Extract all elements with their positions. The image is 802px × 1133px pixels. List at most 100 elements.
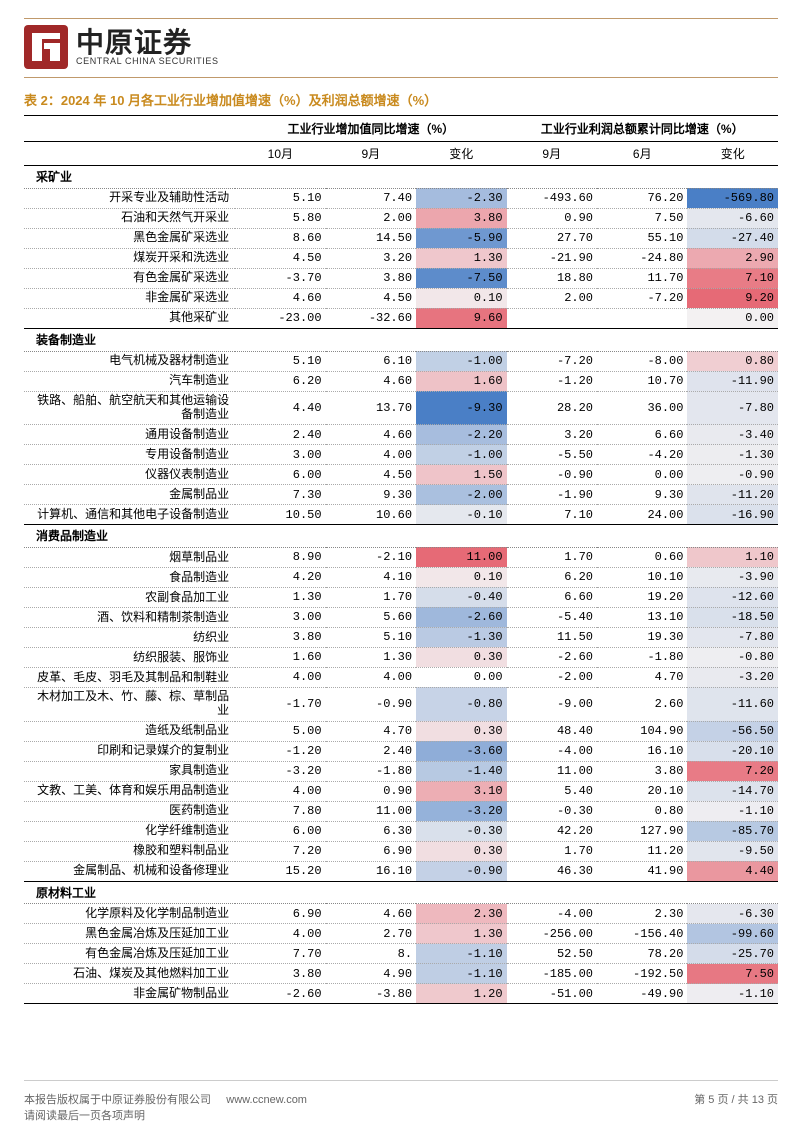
cell: 4.00: [235, 924, 325, 944]
cell: 104.90: [597, 721, 687, 741]
cell: -14.70: [687, 781, 778, 801]
brand-en: CENTRAL CHINA SECURITIES: [76, 57, 219, 66]
cell: 24.00: [597, 505, 687, 525]
cell: 7.70: [235, 944, 325, 964]
cell: 5.80: [235, 208, 325, 228]
cell: -1.80: [326, 761, 416, 781]
cell: 2.90: [687, 248, 778, 268]
col-g1c3: 变化: [416, 142, 507, 166]
row-label: 纺织业: [24, 627, 235, 647]
cell: -11.20: [687, 485, 778, 505]
cell: 6.20: [507, 567, 597, 587]
cell: 28.20: [507, 391, 597, 425]
cell: 55.10: [597, 228, 687, 248]
cell: 11.00: [326, 801, 416, 821]
cell: -1.40: [416, 761, 507, 781]
cell: 2.60: [597, 687, 687, 721]
cell: 2.30: [416, 904, 507, 924]
cell: -0.10: [416, 505, 507, 525]
cell: -185.00: [507, 964, 597, 984]
cell: 2.00: [326, 208, 416, 228]
cell: -56.50: [687, 721, 778, 741]
footer-disclaimer: 请阅读最后一页各项声明: [24, 1107, 778, 1123]
cell: -8.00: [597, 351, 687, 371]
cell: 4.50: [326, 465, 416, 485]
cell: -0.40: [416, 587, 507, 607]
cell: 4.60: [326, 425, 416, 445]
cell: -1.20: [507, 371, 597, 391]
cell: -3.20: [687, 667, 778, 687]
cell: 0.00: [416, 667, 507, 687]
cell: 4.00: [235, 667, 325, 687]
cell: 19.30: [597, 627, 687, 647]
cell: -7.20: [507, 351, 597, 371]
row-label: 酒、饮料和精制茶制造业: [24, 607, 235, 627]
cell: -11.60: [687, 687, 778, 721]
cell: -1.80: [597, 647, 687, 667]
cell: 8.60: [235, 228, 325, 248]
cell: [597, 308, 687, 328]
col-group-2: 工业行业利润总额累计同比增速（%）: [507, 116, 778, 142]
cell: -1.30: [687, 445, 778, 465]
cell: 1.10: [687, 547, 778, 567]
cell: 8.90: [235, 547, 325, 567]
cell: 4.10: [326, 567, 416, 587]
row-label: 煤炭开采和洗选业: [24, 248, 235, 268]
cell: 1.60: [235, 647, 325, 667]
cell: 7.10: [507, 505, 597, 525]
cell: -32.60: [326, 308, 416, 328]
cell: 4.40: [235, 391, 325, 425]
cell: 4.90: [326, 964, 416, 984]
cell: 76.20: [597, 188, 687, 208]
cell: 1.30: [416, 248, 507, 268]
cell: 18.80: [507, 268, 597, 288]
cell: -16.90: [687, 505, 778, 525]
footer-copyright: 本报告版权属于中原证券股份有限公司: [24, 1094, 211, 1106]
cell: -2.60: [507, 647, 597, 667]
row-label: 黑色金属矿采选业: [24, 228, 235, 248]
cell: -1.10: [416, 944, 507, 964]
cell: 4.50: [326, 288, 416, 308]
cell: -9.30: [416, 391, 507, 425]
cell: 11.00: [416, 547, 507, 567]
cell: 42.20: [507, 821, 597, 841]
cell: -3.90: [687, 567, 778, 587]
cell: -7.80: [687, 627, 778, 647]
cell: 0.80: [597, 801, 687, 821]
cell: 41.90: [597, 861, 687, 881]
row-label: 有色金属冶炼及压延加工业: [24, 944, 235, 964]
cell: -7.80: [687, 391, 778, 425]
cell: 5.10: [326, 627, 416, 647]
cell: -4.20: [597, 445, 687, 465]
row-label: 金属制品业: [24, 485, 235, 505]
cell: 3.20: [326, 248, 416, 268]
cell: 3.00: [235, 445, 325, 465]
cell: -156.40: [597, 924, 687, 944]
cell: 4.20: [235, 567, 325, 587]
row-label: 仪器仪表制造业: [24, 465, 235, 485]
cell: 1.50: [416, 465, 507, 485]
row-label: 通用设备制造业: [24, 425, 235, 445]
cell: 1.70: [507, 841, 597, 861]
cell: 9.30: [326, 485, 416, 505]
col-g2c3: 变化: [687, 142, 778, 166]
cell: 6.90: [326, 841, 416, 861]
cell: 4.60: [326, 904, 416, 924]
cell: 7.20: [235, 841, 325, 861]
cell: 0.30: [416, 841, 507, 861]
cell: 9.20: [687, 288, 778, 308]
row-label: 医药制造业: [24, 801, 235, 821]
cell: 6.90: [235, 904, 325, 924]
cell: 4.00: [326, 667, 416, 687]
row-label: 金属制品、机械和设备修理业: [24, 861, 235, 881]
cell: -0.30: [416, 821, 507, 841]
cell: 5.10: [235, 188, 325, 208]
cell: -0.90: [687, 465, 778, 485]
row-label: 烟草制品业: [24, 547, 235, 567]
cell: -12.60: [687, 587, 778, 607]
cell: 6.30: [326, 821, 416, 841]
cell: 0.10: [416, 288, 507, 308]
cell: 3.10: [416, 781, 507, 801]
cell: 7.80: [235, 801, 325, 821]
cell: 2.30: [597, 904, 687, 924]
